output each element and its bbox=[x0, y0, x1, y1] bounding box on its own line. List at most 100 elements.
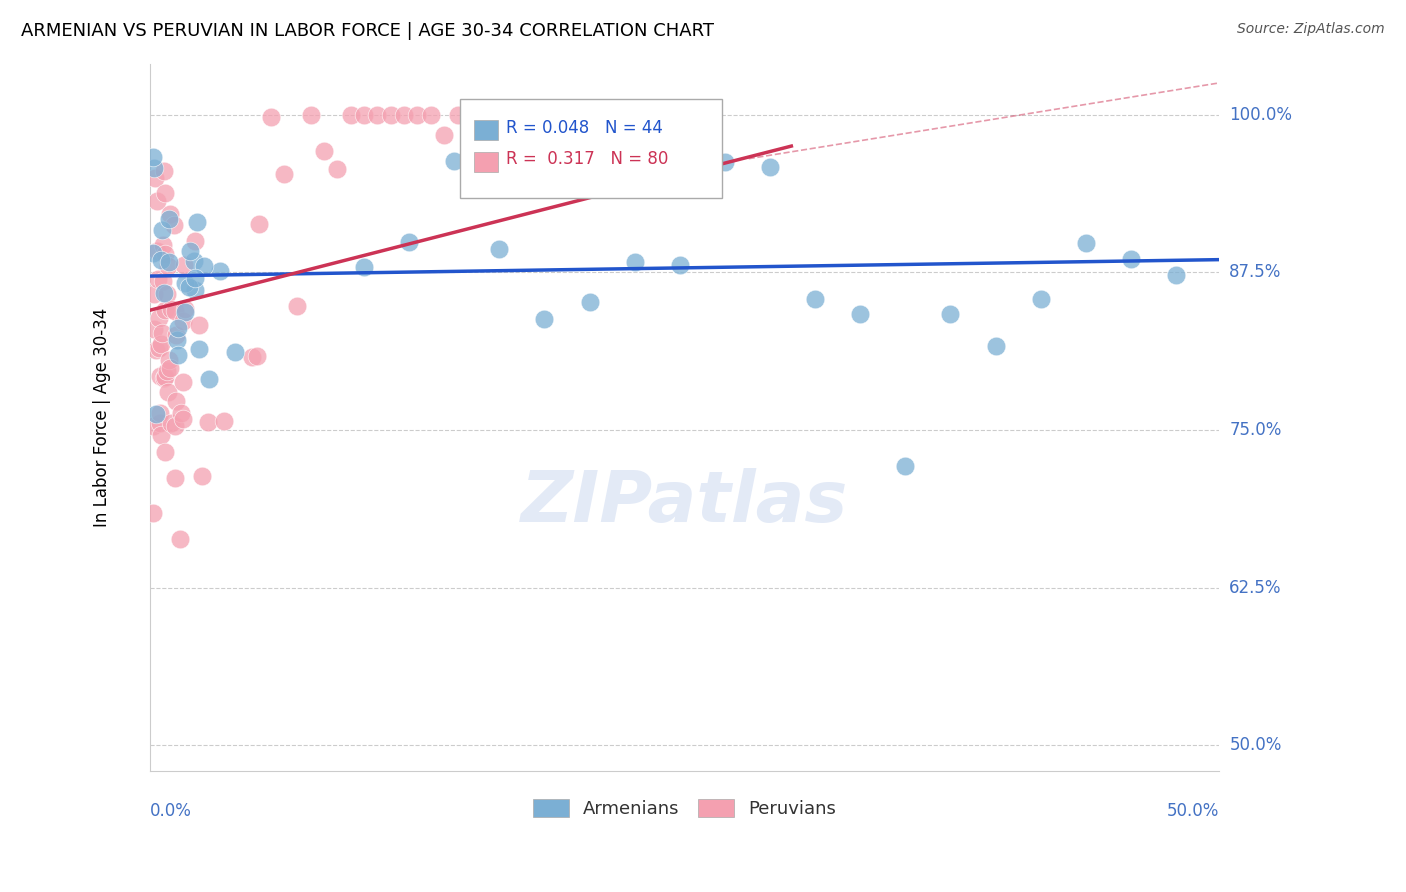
Text: 0.0%: 0.0% bbox=[150, 802, 193, 821]
Point bbox=[214, 414, 236, 428]
Point bbox=[150, 326, 173, 340]
Point bbox=[247, 217, 270, 231]
Point bbox=[939, 307, 962, 321]
Point bbox=[259, 110, 281, 124]
Point bbox=[169, 532, 191, 546]
Point bbox=[157, 353, 180, 368]
Point bbox=[172, 375, 194, 389]
Point bbox=[433, 128, 456, 142]
Point bbox=[184, 284, 207, 298]
Point bbox=[567, 107, 589, 121]
Point bbox=[153, 247, 176, 261]
Point bbox=[173, 258, 195, 272]
Point bbox=[540, 107, 562, 121]
Point bbox=[149, 416, 172, 430]
Point bbox=[153, 370, 176, 384]
Point bbox=[353, 260, 375, 274]
Point bbox=[146, 194, 169, 209]
Point bbox=[146, 272, 169, 286]
Text: 75.0%: 75.0% bbox=[1229, 421, 1282, 439]
Point bbox=[143, 170, 166, 185]
Point bbox=[533, 311, 555, 326]
Point bbox=[472, 107, 495, 121]
Point bbox=[184, 235, 207, 249]
Point bbox=[157, 259, 180, 273]
Point bbox=[240, 350, 263, 364]
Point bbox=[153, 370, 176, 384]
Point bbox=[148, 311, 170, 326]
Point bbox=[623, 254, 645, 268]
Point bbox=[188, 343, 211, 357]
Bar bbox=[474, 120, 498, 140]
Point bbox=[668, 258, 690, 272]
Point bbox=[165, 470, 187, 484]
Point bbox=[285, 299, 308, 313]
Point bbox=[209, 264, 232, 278]
Point bbox=[177, 280, 200, 294]
Point bbox=[174, 276, 197, 290]
Point bbox=[150, 337, 173, 351]
Point bbox=[146, 244, 169, 258]
Point bbox=[157, 255, 180, 269]
FancyBboxPatch shape bbox=[460, 99, 721, 198]
Point bbox=[149, 406, 172, 420]
Point bbox=[486, 128, 509, 142]
Point bbox=[160, 301, 183, 316]
Point bbox=[152, 286, 174, 301]
Point bbox=[443, 153, 465, 168]
Point bbox=[156, 364, 179, 378]
Point bbox=[179, 244, 201, 258]
Point bbox=[163, 304, 186, 318]
Point bbox=[157, 211, 180, 226]
Point bbox=[339, 107, 361, 121]
Point bbox=[167, 348, 190, 362]
Point bbox=[513, 107, 536, 121]
Point bbox=[153, 445, 176, 459]
Point bbox=[142, 287, 165, 301]
Point bbox=[460, 107, 482, 121]
Point bbox=[1164, 268, 1187, 282]
Point bbox=[166, 321, 188, 335]
Point bbox=[152, 274, 174, 288]
Point bbox=[141, 419, 163, 434]
Point bbox=[152, 238, 174, 252]
Point bbox=[141, 246, 163, 260]
Text: In Labor Force | Age 30-34: In Labor Force | Age 30-34 bbox=[93, 308, 111, 527]
Point bbox=[406, 107, 429, 121]
Point bbox=[142, 506, 165, 520]
Point bbox=[246, 349, 269, 363]
Text: ARMENIAN VS PERUVIAN IN LABOR FORCE | AGE 30-34 CORRELATION CHART: ARMENIAN VS PERUVIAN IN LABOR FORCE | AG… bbox=[21, 22, 714, 40]
Point bbox=[392, 107, 415, 121]
Point bbox=[170, 406, 193, 420]
Point bbox=[353, 107, 375, 121]
Text: 87.5%: 87.5% bbox=[1229, 263, 1282, 281]
Point bbox=[159, 361, 181, 376]
Point bbox=[145, 343, 167, 357]
Point bbox=[193, 260, 215, 274]
Point bbox=[224, 344, 246, 359]
Point bbox=[142, 150, 165, 164]
Point bbox=[984, 339, 1007, 353]
Point bbox=[299, 107, 322, 121]
Point bbox=[187, 318, 209, 333]
Point bbox=[165, 393, 187, 408]
Point bbox=[150, 252, 173, 267]
Point bbox=[273, 167, 295, 181]
Point bbox=[150, 428, 173, 442]
Point bbox=[142, 322, 165, 336]
Text: R =  0.317   N = 80: R = 0.317 N = 80 bbox=[506, 151, 668, 169]
Point bbox=[163, 418, 186, 433]
Point bbox=[172, 314, 194, 328]
Point bbox=[174, 305, 197, 319]
Point bbox=[156, 385, 179, 400]
Point bbox=[366, 107, 388, 121]
Point bbox=[153, 163, 176, 178]
Point bbox=[488, 242, 510, 256]
Point bbox=[526, 107, 548, 121]
Text: 100.0%: 100.0% bbox=[1229, 105, 1292, 123]
Point bbox=[143, 161, 166, 175]
Point bbox=[163, 218, 186, 232]
Point bbox=[150, 223, 173, 237]
Point bbox=[186, 215, 208, 229]
Point bbox=[446, 107, 468, 121]
